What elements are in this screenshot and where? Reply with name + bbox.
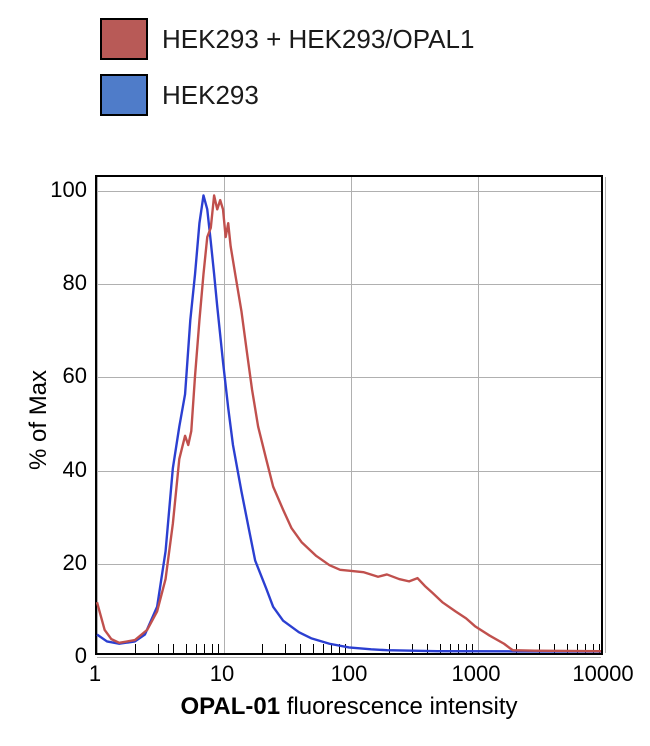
x-tick-label: 1000 (452, 661, 501, 687)
legend-label: HEK293 (162, 80, 259, 111)
x-tick-label: 1 (89, 661, 101, 687)
y-tick-label: 80 (37, 270, 87, 296)
legend-label: HEK293 + HEK293/OPAL1 (162, 24, 474, 55)
legend-item: HEK293 + HEK293/OPAL1 (100, 18, 474, 60)
y-tick-label: 40 (37, 457, 87, 483)
y-tick-label: 0 (37, 643, 87, 669)
x-axis-label: OPAL-01 fluorescence intensity (95, 693, 603, 721)
x-tick-label: 10000 (572, 661, 633, 687)
legend-item: HEK293 (100, 74, 474, 116)
y-tick-label: 100 (37, 177, 87, 203)
series-HEK293-+-HEK293/OPAL1 (97, 195, 601, 651)
x-tick-label: 100 (331, 661, 368, 687)
legend-swatch (100, 18, 148, 60)
legend: HEK293 + HEK293/OPAL1 HEK293 (100, 18, 474, 130)
series-HEK293 (97, 195, 601, 651)
y-tick-label: 20 (37, 550, 87, 576)
plot-area (95, 175, 603, 655)
legend-swatch (100, 74, 148, 116)
y-tick-label: 60 (37, 363, 87, 389)
x-tick-label: 10 (210, 661, 234, 687)
curves (97, 177, 601, 653)
